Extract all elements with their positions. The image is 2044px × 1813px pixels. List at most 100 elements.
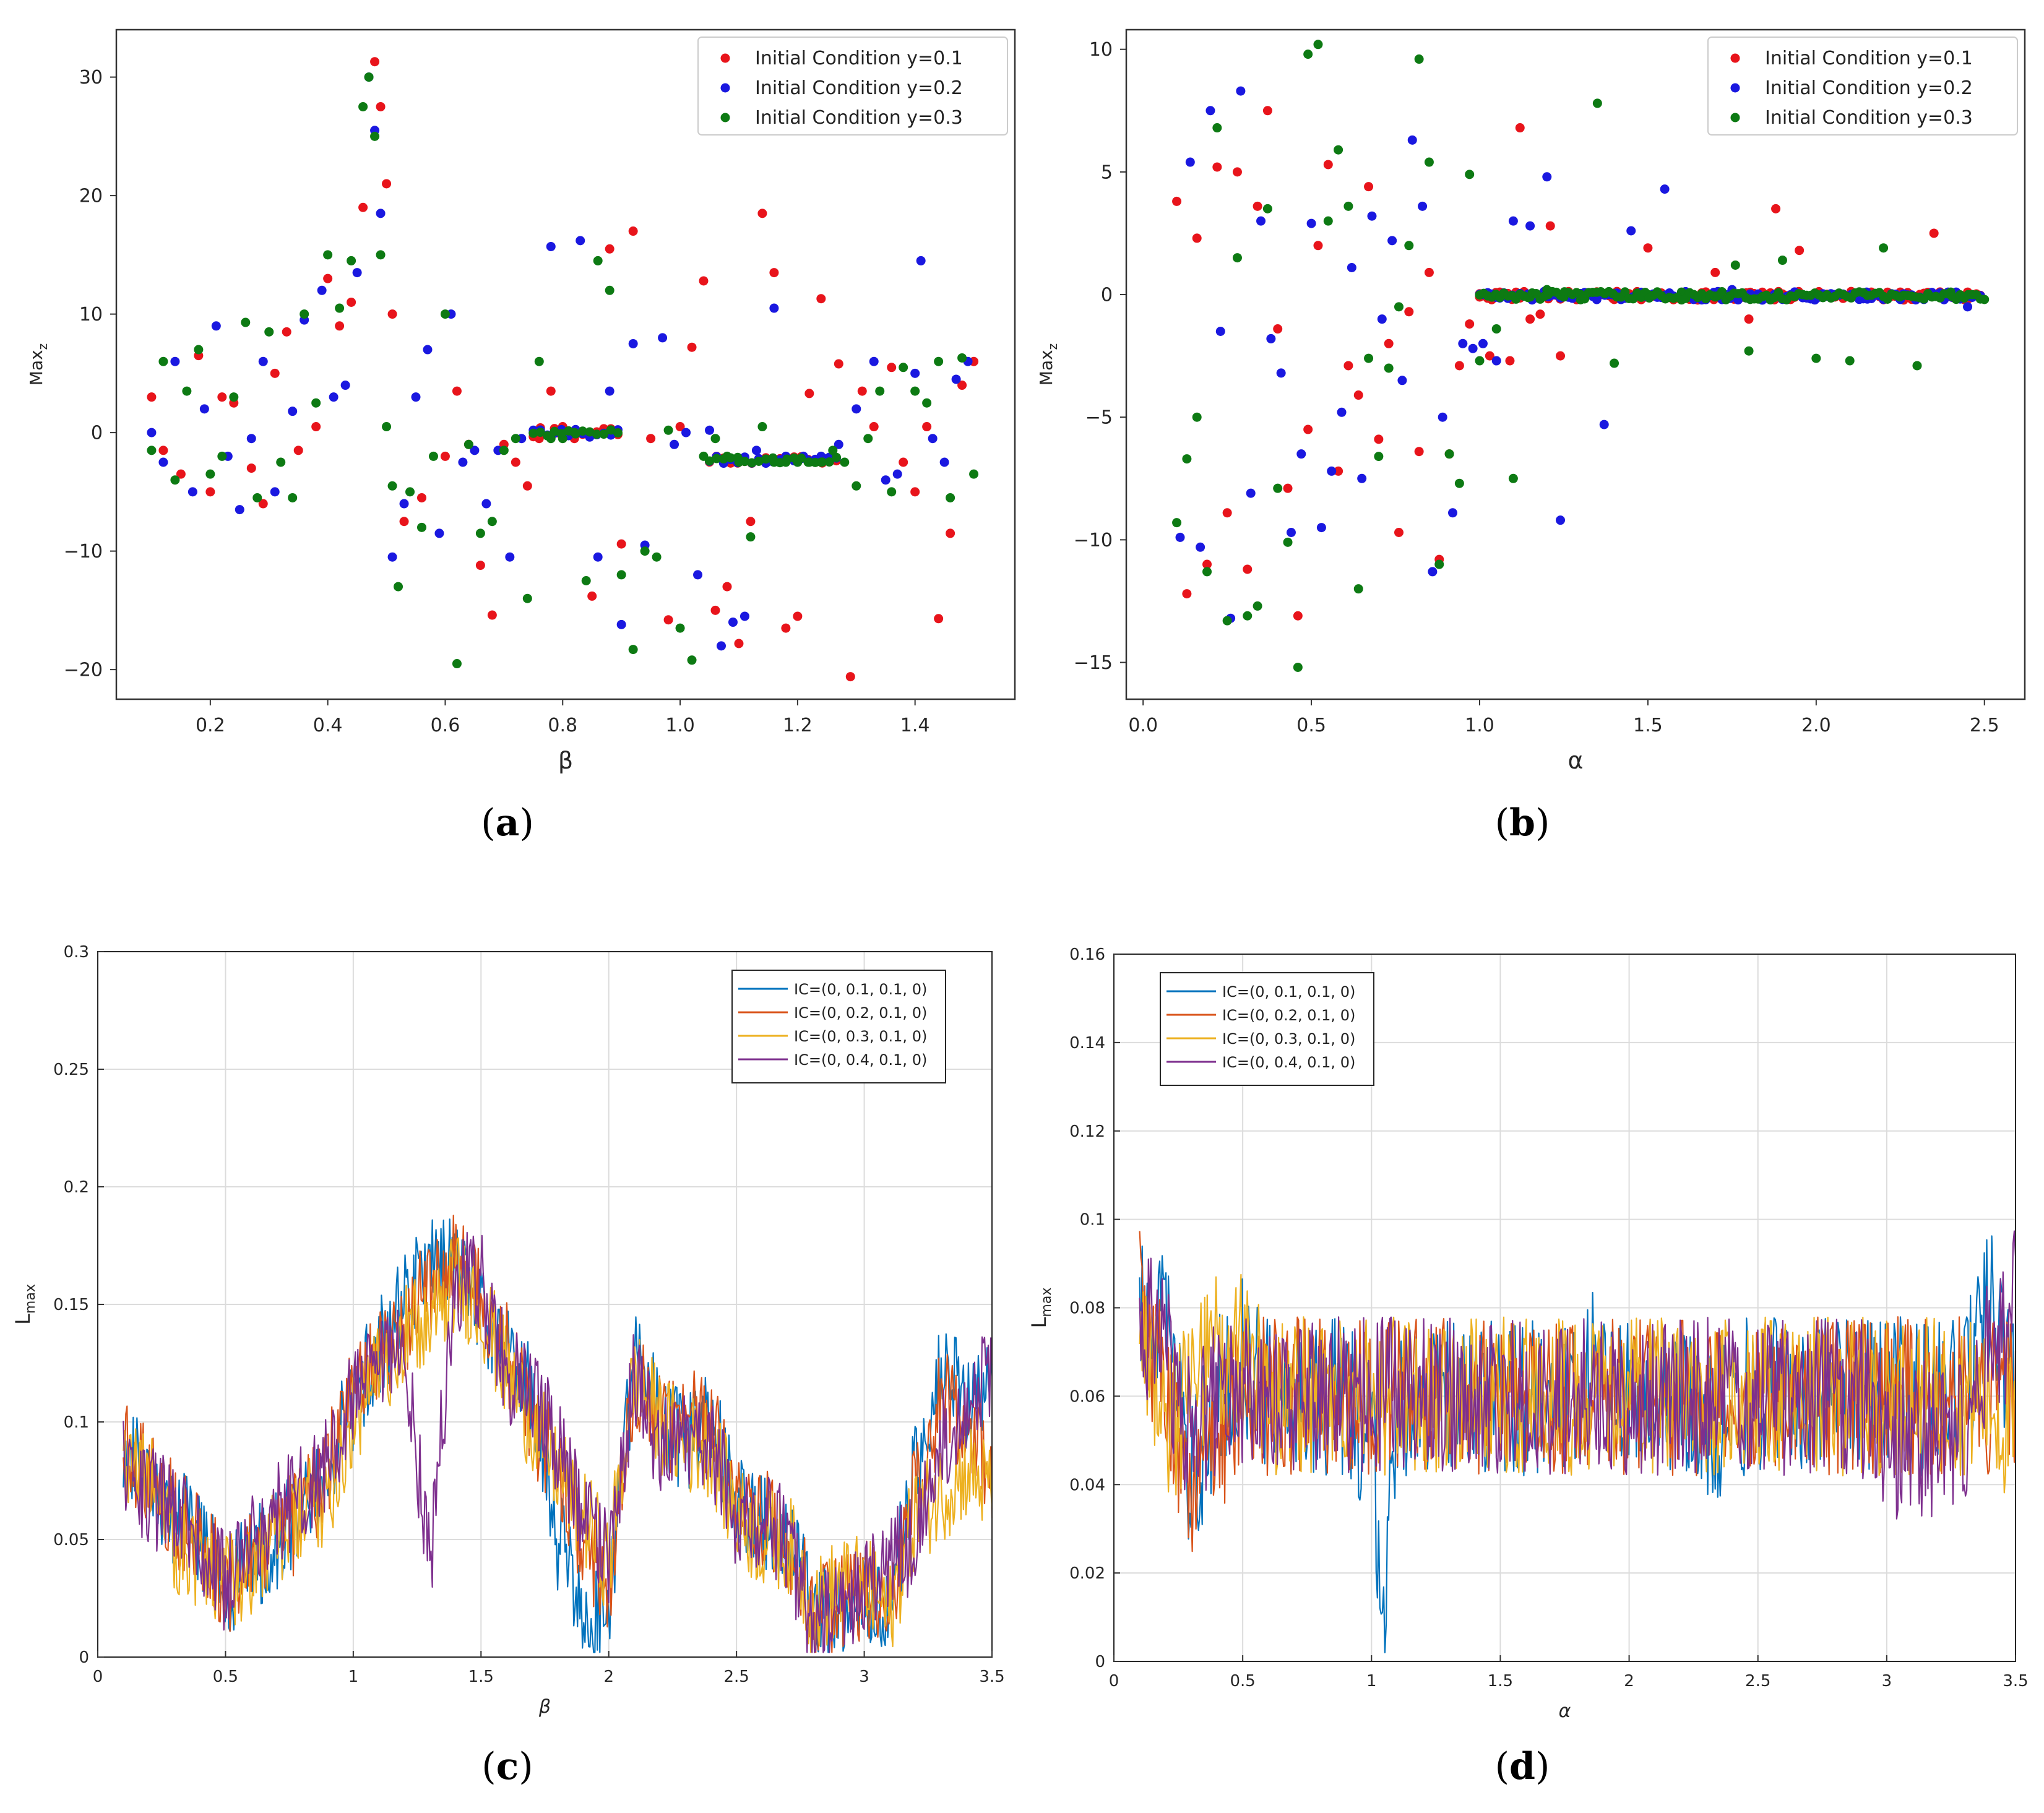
data-point (1458, 338, 1468, 348)
data-point (170, 356, 180, 366)
legend-marker (1730, 83, 1740, 93)
data-point (1717, 286, 1727, 296)
data-point (300, 309, 309, 319)
data-point (440, 309, 450, 319)
data-point (599, 429, 609, 439)
data-point (1327, 466, 1337, 476)
data-point (1337, 407, 1347, 417)
caption-letter: a (496, 801, 520, 845)
caption-close: ) (1535, 801, 1550, 845)
data-point (728, 618, 738, 627)
data-point (793, 611, 803, 621)
data-point (1303, 50, 1313, 59)
data-point (887, 487, 897, 497)
series-0 (147, 57, 979, 682)
data-point (857, 386, 867, 396)
data-point (1643, 243, 1653, 253)
data-point (658, 333, 668, 343)
data-point (810, 457, 820, 467)
x-tick-label: 1 (1366, 1672, 1377, 1690)
data-point (416, 493, 426, 502)
caption-letter: d (1509, 1745, 1535, 1788)
data-point (687, 655, 697, 665)
data-point (834, 359, 843, 369)
data-point (831, 452, 841, 462)
x-tick-label: 0.4 (313, 715, 343, 736)
data-point (364, 72, 374, 82)
data-point (543, 431, 553, 441)
data-point (270, 487, 280, 497)
data-point (1215, 326, 1225, 336)
data-point (376, 209, 386, 218)
x-axis-label: α (1567, 747, 1583, 774)
data-point (1475, 356, 1485, 366)
x-tick-label: 0.5 (1296, 715, 1326, 736)
data-point (769, 303, 779, 313)
data-point (640, 546, 650, 556)
data-point (899, 363, 908, 373)
legend-box (697, 37, 1008, 136)
data-point (1404, 241, 1414, 251)
data-point (1744, 346, 1754, 356)
legend-label: Initial Condition y=0.1 (1765, 48, 1973, 69)
data-point (1465, 170, 1475, 179)
data-point (957, 353, 967, 363)
data-point (840, 457, 850, 467)
data-point (1222, 508, 1232, 518)
legend-label: IC=(0, 0.4, 0.1, 0) (1222, 1054, 1355, 1071)
data-point (276, 457, 286, 467)
data-point (1929, 228, 1939, 238)
legend-label: Initial Condition y=0.2 (755, 77, 963, 99)
data-point (229, 392, 239, 402)
y-tick-label: −10 (64, 541, 103, 562)
y-axis-label: Lmax (1027, 1288, 1054, 1329)
legend-label: IC=(0, 0.4, 0.1, 0) (794, 1051, 927, 1069)
data-point (710, 605, 720, 615)
data-point (789, 453, 799, 463)
data-point (1387, 236, 1397, 246)
data-point (1192, 233, 1202, 243)
data-point (606, 425, 616, 435)
data-point (352, 268, 362, 278)
y-tick-label: −10 (1074, 530, 1113, 551)
data-point (1454, 478, 1464, 488)
y-tick-label: 0.16 (1069, 945, 1105, 964)
legend-marker (720, 53, 730, 63)
data-point (670, 439, 679, 449)
data-point (1313, 241, 1323, 251)
data-point (411, 392, 421, 402)
data-point (546, 241, 556, 251)
y-tick-label: 0.02 (1069, 1564, 1105, 1583)
data-point (387, 309, 397, 319)
data-point (1414, 447, 1424, 457)
data-point (740, 457, 749, 467)
data-point (311, 398, 321, 408)
data-point (899, 457, 908, 467)
data-point (613, 428, 623, 438)
y-tick-label: 0.05 (53, 1531, 89, 1549)
y-tick-label: 0.1 (1080, 1211, 1105, 1229)
data-point (1343, 201, 1353, 211)
x-tick-label: 1 (348, 1668, 359, 1686)
data-point (147, 446, 157, 455)
data-point (1172, 196, 1182, 206)
x-tick-label: 3 (859, 1668, 869, 1686)
caption-open: ( (481, 801, 495, 845)
series-2 (147, 72, 979, 669)
data-point (522, 481, 532, 491)
data-point (761, 454, 771, 464)
data-point (1811, 353, 1821, 363)
y-tick-label: 10 (79, 304, 103, 325)
data-point (534, 356, 544, 366)
data-point (1243, 611, 1253, 621)
data-point (205, 487, 215, 497)
data-point (1364, 182, 1374, 192)
data-point (910, 368, 920, 378)
data-point (1243, 564, 1253, 574)
data-point (587, 591, 597, 601)
data-point (288, 407, 298, 416)
data-point (1394, 527, 1404, 537)
data-point (1414, 54, 1424, 64)
data-point (1963, 302, 1973, 312)
data-point (282, 327, 291, 337)
